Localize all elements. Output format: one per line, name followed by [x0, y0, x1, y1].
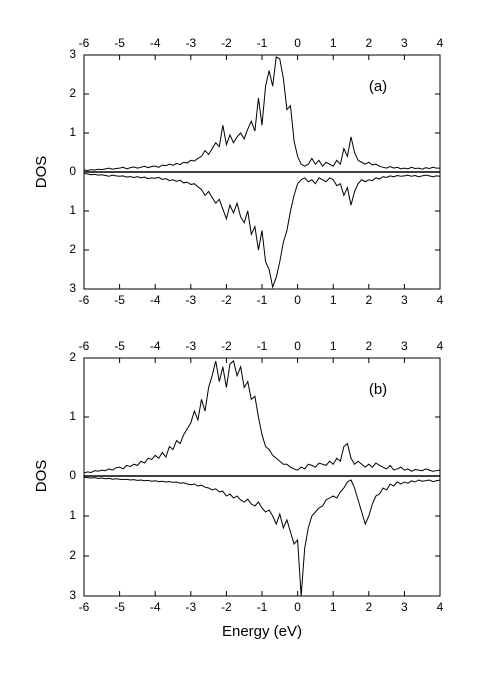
- x-top-tick-label: -3: [185, 339, 196, 353]
- x-tick-label: -1: [257, 600, 268, 614]
- y-tick-label: 3: [69, 47, 76, 61]
- x-tick-label: 3: [401, 600, 408, 614]
- x-top-tick-label: 3: [401, 36, 408, 50]
- y-tick-label: 3: [69, 281, 76, 295]
- y-tick-label: 2: [69, 86, 76, 100]
- dos-curve: [83, 56, 440, 171]
- x-tick-label: -5: [114, 600, 125, 614]
- dos-curve: [83, 173, 441, 289]
- x-tick-label: 1: [330, 293, 337, 307]
- x-top-tick-label: -1: [257, 339, 268, 353]
- y-tick-label: 1: [69, 409, 76, 423]
- x-top-tick-label: 0: [294, 339, 301, 353]
- y-tick-label: 3: [69, 588, 76, 602]
- x-tick-label: -6: [79, 293, 90, 307]
- x-tick-label: 1: [330, 600, 337, 614]
- x-top-tick-label: -6: [79, 36, 90, 50]
- x-top-tick-label: -2: [221, 339, 232, 353]
- x-tick-label: 0: [294, 293, 301, 307]
- panel-label: (a): [369, 78, 387, 95]
- x-top-tick-label: 1: [330, 339, 337, 353]
- x-top-tick-label: -2: [221, 36, 232, 50]
- dos-curve: [83, 476, 441, 597]
- x-top-tick-label: 2: [365, 339, 372, 353]
- x-top-tick-label: -4: [150, 339, 161, 353]
- y-tick-label: 2: [69, 242, 76, 256]
- x-tick-label: -2: [221, 293, 232, 307]
- y-tick-label: 0: [69, 468, 76, 482]
- x-tick-label: -4: [150, 293, 161, 307]
- dos-curve: [83, 360, 441, 474]
- y-axis-label: DOS: [33, 156, 50, 189]
- x-tick-label: 4: [437, 600, 444, 614]
- x-tick-label: -4: [150, 600, 161, 614]
- x-top-tick-label: -5: [114, 36, 125, 50]
- x-tick-label: 3: [401, 293, 408, 307]
- x-tick-label: -6: [79, 600, 90, 614]
- x-top-tick-label: 2: [365, 36, 372, 50]
- x-top-tick-label: 0: [294, 36, 301, 50]
- x-axis-label: Energy (eV): [222, 623, 302, 640]
- x-top-tick-label: 4: [437, 339, 444, 353]
- x-tick-label: 0: [294, 600, 301, 614]
- x-top-tick-label: -3: [185, 36, 196, 50]
- y-tick-label: 1: [69, 203, 76, 217]
- x-tick-label: -5: [114, 293, 125, 307]
- y-tick-label: 1: [69, 125, 76, 139]
- x-tick-label: -1: [257, 293, 268, 307]
- y-tick-label: 0: [69, 164, 76, 178]
- y-tick-label: 2: [69, 350, 76, 364]
- x-tick-label: 4: [437, 293, 444, 307]
- x-tick-label: 2: [365, 600, 372, 614]
- x-tick-label: -3: [185, 600, 196, 614]
- x-top-tick-label: -6: [79, 339, 90, 353]
- x-top-tick-label: 1: [330, 36, 337, 50]
- y-tick-label: 1: [69, 508, 76, 522]
- x-top-tick-label: 3: [401, 339, 408, 353]
- x-top-tick-label: -1: [257, 36, 268, 50]
- x-tick-label: -2: [221, 600, 232, 614]
- panel-label: (b): [369, 381, 387, 398]
- y-tick-label: 2: [69, 548, 76, 562]
- x-top-tick-label: 4: [437, 36, 444, 50]
- x-top-tick-label: -4: [150, 36, 161, 50]
- x-tick-label: -3: [185, 293, 196, 307]
- x-tick-label: 2: [365, 293, 372, 307]
- x-top-tick-label: -5: [114, 339, 125, 353]
- y-axis-label: DOS: [33, 460, 50, 493]
